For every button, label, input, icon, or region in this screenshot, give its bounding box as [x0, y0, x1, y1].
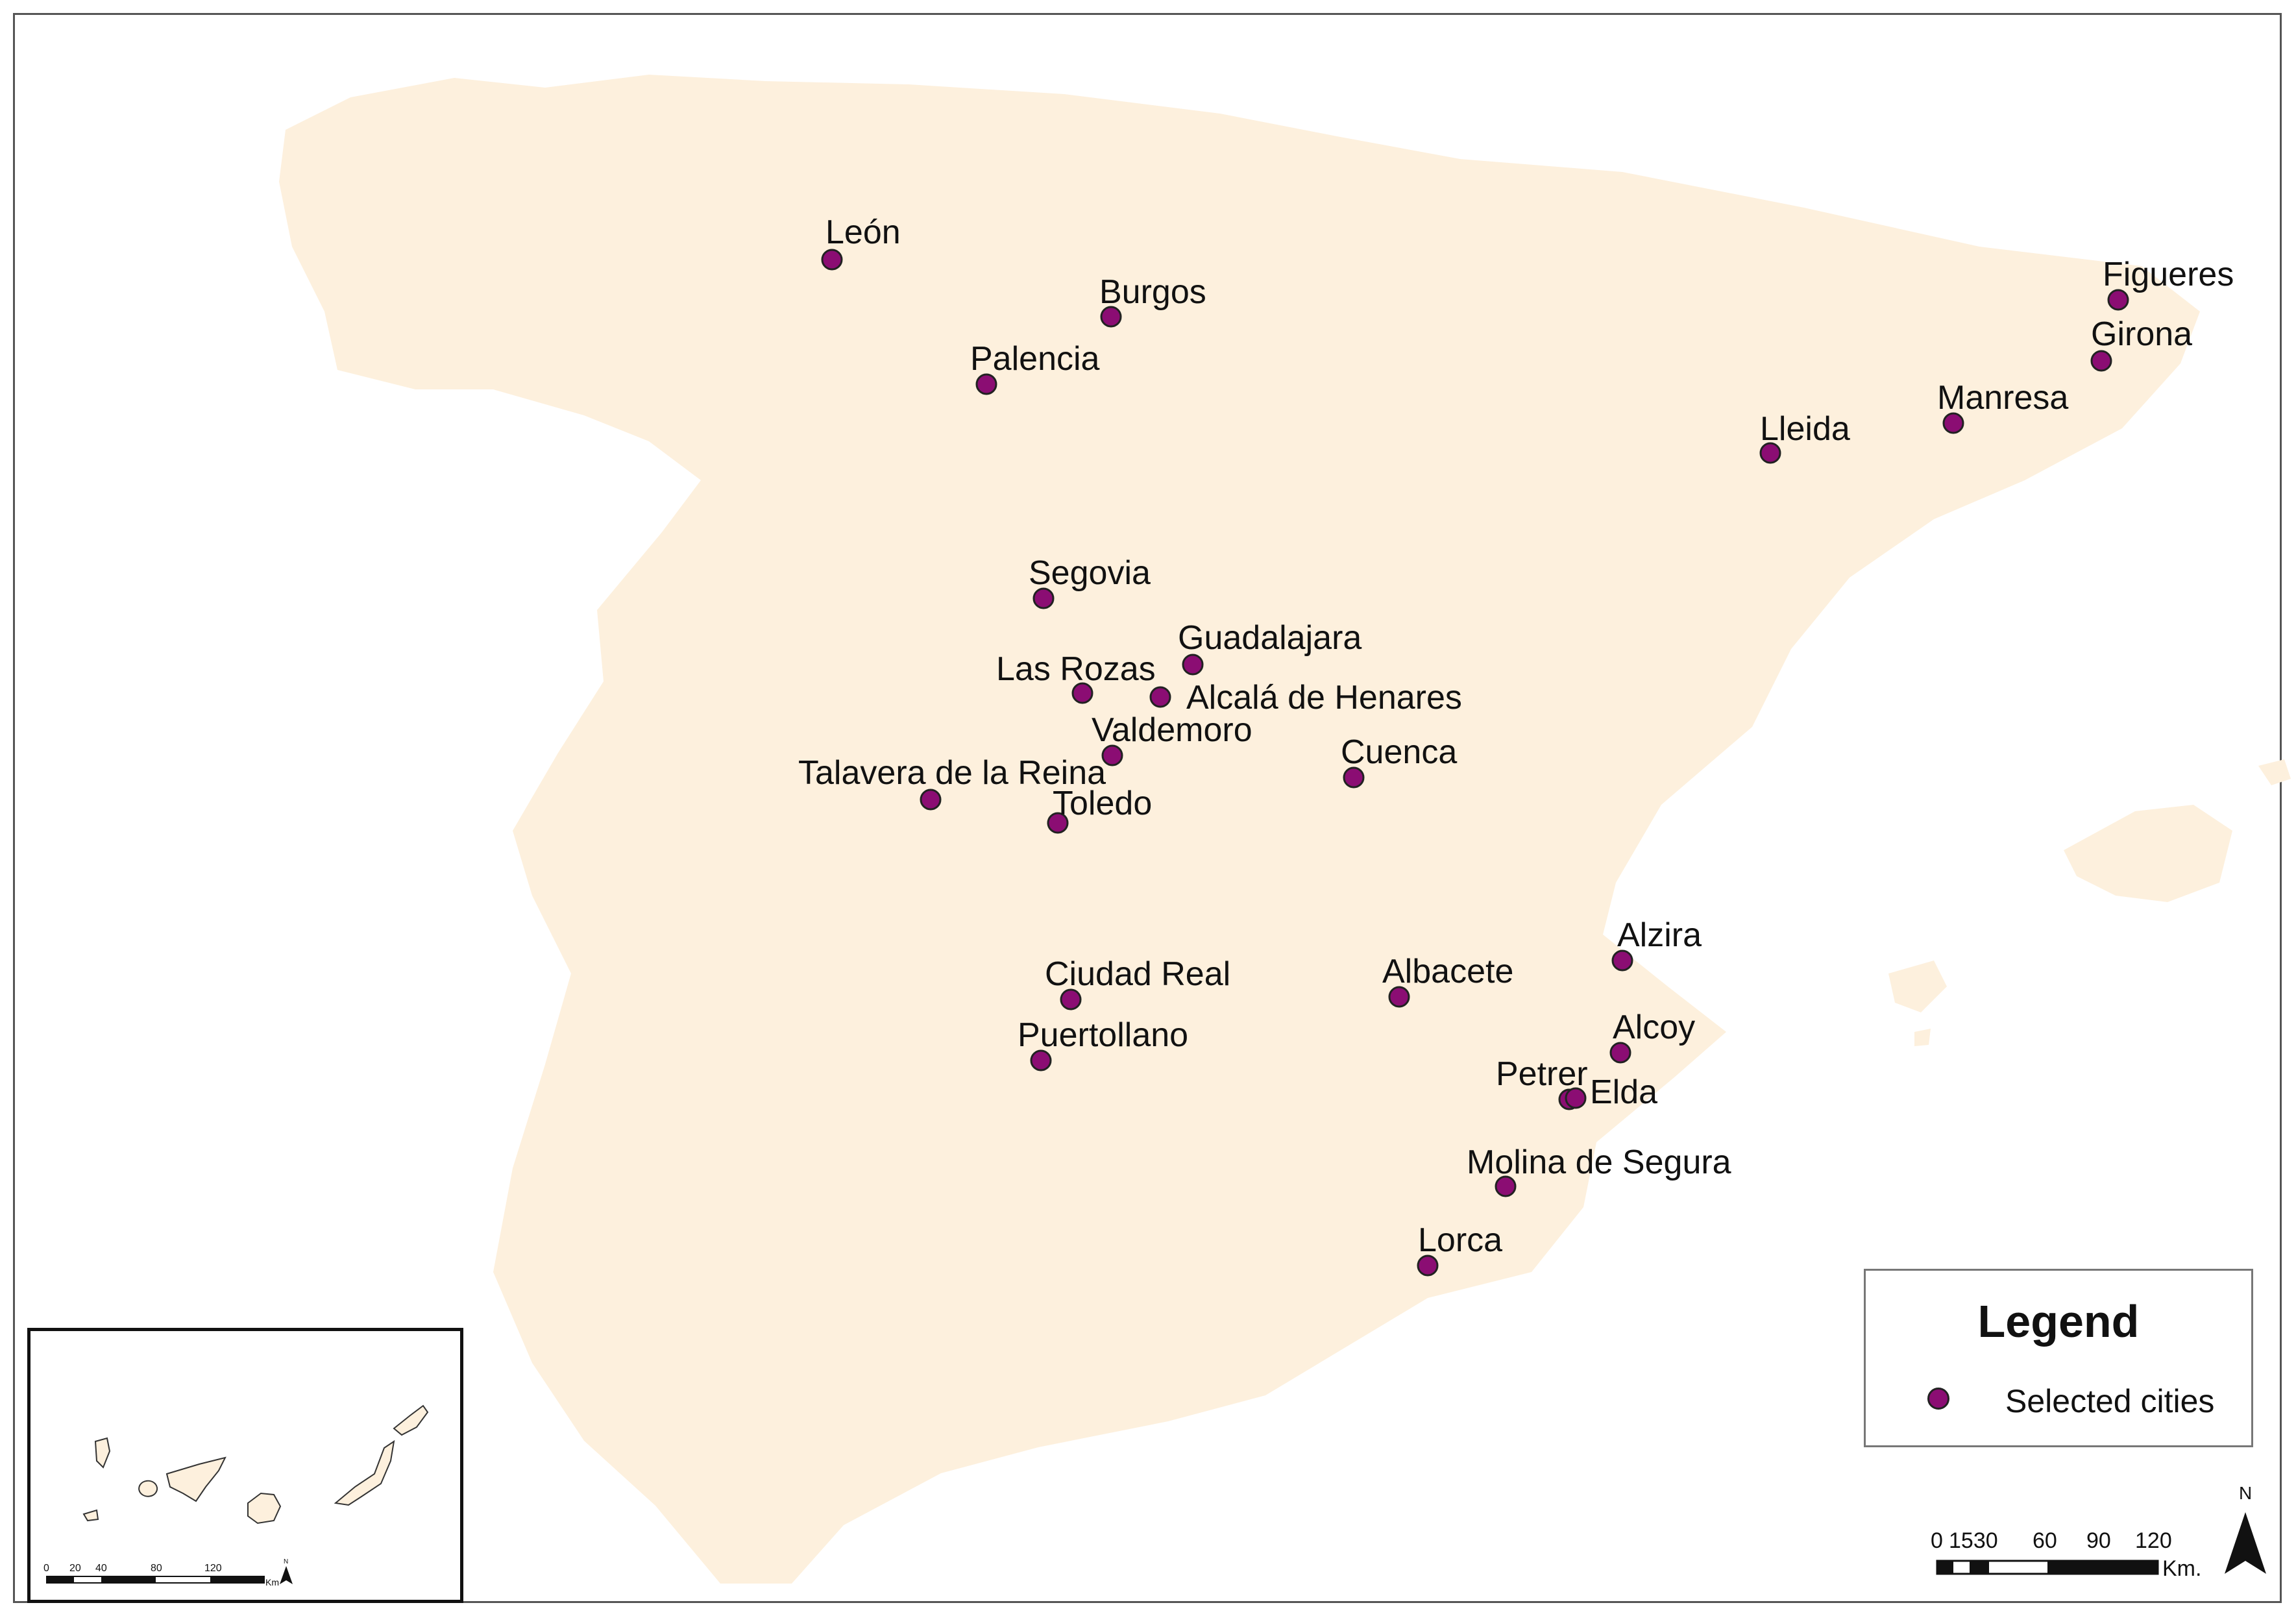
city-point-albacete[interactable]	[1388, 986, 1410, 1008]
city-label-las-rozas: Las Rozas	[996, 650, 1156, 688]
city-point-palencia[interactable]	[975, 373, 997, 395]
city-point-elda[interactable]	[1565, 1087, 1587, 1109]
formentera	[1914, 1029, 1931, 1046]
inset-scale-label-40: 40	[95, 1563, 107, 1574]
city-point-segovia[interactable]	[1032, 587, 1055, 609]
city-label-molina-de-segura: Molina de Segura	[1467, 1144, 1731, 1181]
inset-scale-label-0: 0	[43, 1563, 49, 1574]
inset-map: 0 20 40 80 120 Km N	[43, 1404, 429, 1587]
legend-title: Legend	[1977, 1296, 2140, 1347]
city-label-alzira: Alzira	[1617, 916, 1702, 954]
spain-mainland	[279, 75, 2200, 1584]
menorca	[2258, 759, 2291, 785]
city-point-guadalajara[interactable]	[1182, 654, 1204, 676]
island-gran-canaria	[247, 1492, 282, 1524]
island-la-gomera	[138, 1480, 158, 1497]
city-label-segovia: Segovia	[1029, 554, 1151, 592]
city-label-burgos: Burgos	[1099, 273, 1206, 311]
city-label-girona: Girona	[2091, 315, 2192, 353]
city-label-puertollano: Puertollano	[1018, 1016, 1188, 1054]
city-label-talavera-de-la-reina: Talavera de la Reina	[798, 754, 1106, 792]
city-label-ciudad-real: Ciudad Real	[1045, 955, 1230, 993]
inset-scale-label-120: 120	[204, 1563, 222, 1574]
city-point-girona[interactable]	[2090, 350, 2112, 372]
legend-point-icon	[1927, 1388, 1949, 1410]
city-label-lleida: Lleida	[1760, 410, 1850, 448]
city-point-molina-de-segura[interactable]	[1495, 1175, 1517, 1197]
city-label-guadalajara: Guadalajara	[1178, 619, 1362, 657]
city-point-alcoy[interactable]	[1609, 1042, 1631, 1064]
city-label-palencia: Palencia	[970, 340, 1100, 378]
city-point-alcala-de-henares[interactable]	[1149, 686, 1171, 708]
inset-scale-label-20: 20	[69, 1563, 81, 1574]
city-label-toledo: Toledo	[1053, 785, 1152, 822]
city-point-figueres[interactable]	[2107, 289, 2129, 311]
city-label-alcala-de-henares: Alcalá de Henares	[1186, 679, 1462, 716]
inset-north-arrow-icon: N	[280, 1558, 293, 1584]
city-point-valdemoro[interactable]	[1101, 744, 1123, 766]
city-point-alzira[interactable]	[1611, 949, 1633, 972]
city-label-cuenca: Cuenca	[1341, 733, 1457, 771]
city-label-manresa: Manresa	[1937, 379, 2068, 417]
city-point-las-rozas[interactable]	[1071, 682, 1093, 704]
city-label-elda: Elda	[1590, 1073, 1657, 1111]
mallorca	[2064, 805, 2232, 902]
inset-scale-bar	[46, 1576, 265, 1584]
island-tenerife	[165, 1456, 226, 1502]
city-point-leon[interactable]	[821, 249, 843, 271]
island-fuerteventura	[334, 1439, 395, 1506]
inset-north-label: N	[284, 1558, 288, 1565]
canary-islands-inset: 0 20 40 80 120 Km N	[27, 1328, 463, 1603]
ibiza	[1888, 961, 1947, 1012]
island-la-palma	[94, 1437, 111, 1469]
cities-layer: León Burgos Palencia Figueres Girona Manresa L…	[798, 214, 2234, 1277]
city-label-alcoy: Alcoy	[1613, 1009, 1695, 1046]
city-point-lorca[interactable]	[1417, 1255, 1439, 1277]
city-label-petrer: Petrer	[1496, 1055, 1588, 1093]
city-point-lleida[interactable]	[1759, 442, 1781, 464]
island-el-hierro	[82, 1509, 99, 1522]
city-label-leon: León	[825, 214, 901, 251]
city-point-ciudad-real[interactable]	[1060, 988, 1082, 1010]
inset-scale-label-80: 80	[151, 1563, 162, 1574]
city-point-burgos[interactable]	[1100, 306, 1122, 328]
city-point-talavera-de-la-reina[interactable]	[920, 789, 942, 811]
city-point-toledo[interactable]	[1047, 812, 1069, 834]
city-point-cuenca[interactable]	[1343, 766, 1365, 789]
island-lanzarote	[393, 1404, 429, 1436]
city-point-puertollano[interactable]	[1030, 1049, 1052, 1071]
city-point-manresa[interactable]	[1942, 412, 1964, 434]
city-label-figueres: Figueres	[2103, 256, 2234, 293]
city-label-albacete: Albacete	[1382, 953, 1513, 990]
city-label-valdemoro: Valdemoro	[1092, 711, 1252, 749]
city-label-lorca: Lorca	[1418, 1221, 1502, 1259]
legend-item-label: Selected cities	[2005, 1383, 2215, 1419]
inset-scale-unit: Km	[265, 1577, 279, 1587]
legend: Legend Selected cities	[1864, 1269, 2253, 1447]
